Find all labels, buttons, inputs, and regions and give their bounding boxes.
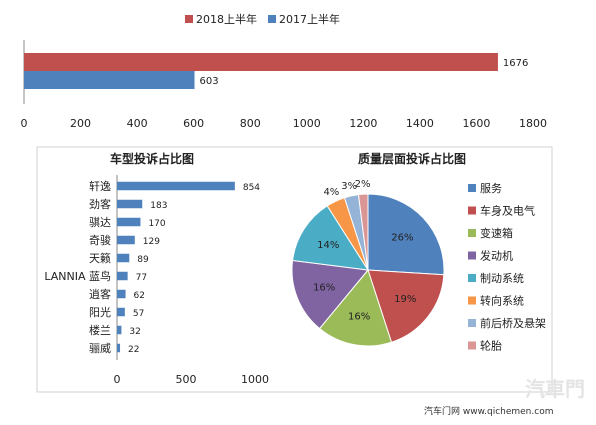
left-chart-title: 车型投诉占比图 [110,151,194,166]
left-x-tick-label: 0 [114,373,121,386]
top-x-tick-label: 400 [127,117,148,130]
top-x-tick-label: 200 [70,117,91,130]
legend-swatch-2018 [185,15,193,23]
watermark-logo: 汽車門 [525,377,585,401]
vehicle-value-label: 62 [134,291,145,301]
vehicle-value-label: 77 [136,273,147,283]
vehicle-category-label: 轩逸 [89,179,111,193]
vehicle-category-label: 骊威 [89,342,111,355]
vehicle-value-label: 22 [128,345,139,355]
vehicle-value-label: 32 [129,327,140,337]
pie-slice [367,193,445,276]
vehicle-bar [117,199,143,209]
top-x-tick-label: 0 [21,117,28,130]
vehicle-category-label: 天籁 [89,251,111,265]
vehicle-complaint-chart: 车型投诉占比图 轩逸 854 劲客 183 骐达 170 奇骏 129 天籁 89 LANNIA 蓝… [44,151,269,386]
pie-slice-label: 3% [341,181,357,192]
pie-legend-label: 车身及电气 [480,204,535,218]
pie-legend-label: 发动机 [480,249,513,263]
pie-slice [357,193,369,271]
pie-legend-swatch [468,251,476,260]
lower-panel-frame [36,146,553,393]
pie-slice [291,259,369,330]
vehicle-value-label: 129 [143,237,160,247]
vehicle-category-label: 劲客 [89,197,111,211]
vehicle-bar [117,325,122,335]
vehicle-value-label: 89 [137,255,149,265]
vehicle-value-label: 183 [150,201,167,211]
pie-legend-label: 制动系统 [480,272,524,285]
vehicle-bar [117,235,135,245]
vehicle-category-label: LANNIA 蓝鸟 [44,269,111,283]
top-x-tick-label: 1000 [293,117,321,130]
top-x-tick-label: 1800 [519,117,547,130]
pie-slice [292,205,369,271]
vehicle-bar [117,343,121,353]
pie-slice-label: 19% [394,294,416,305]
pie-slice-label: 14% [317,240,339,251]
top-x-tick-label: 1600 [462,117,490,130]
left-x-tick-label: 1000 [241,373,269,386]
top-comparison-chart: 1676 603 0 200 400 600 800 1000 1200 1400 1600 18… [21,40,547,130]
vehicle-bar [117,289,126,299]
bar-label-2017: 603 [200,76,219,87]
pie-slice [318,268,393,347]
top-chart-legend: 2018上半年 2017上半年 [185,12,340,26]
pie-slice-label: 16% [348,311,370,322]
bar-2017 [24,71,195,89]
vehicle-value-label: 57 [133,309,144,319]
vehicle-category-label: 骐达 [89,216,111,229]
pie-legend-swatch [468,274,476,282]
pie-legend-label: 服务 [480,182,502,195]
pie-legend-label: 转向系统 [480,294,524,308]
pie-legend-swatch [468,206,476,215]
pie-slice-label: 2% [355,179,371,190]
vehicle-value-label: 170 [148,219,165,229]
vehicle-bar [117,307,125,317]
vehicle-bar [117,271,128,281]
pie-legend-swatch [468,229,476,237]
top-x-tick-label: 800 [240,117,261,130]
pie-chart-title: 质量层面投诉占比图 [358,151,466,166]
pie-legend-swatch [468,296,476,305]
vehicle-bar [117,217,141,227]
left-x-tick-label: 500 [176,373,197,386]
legend-label-2018: 2018上半年 [196,12,257,26]
source-credit: 汽车门网 www.qichemen.com [424,405,553,417]
pie-legend-label: 前后桥及悬架 [480,316,546,330]
top-x-tick-label: 600 [183,117,204,130]
legend-label-2017: 2017上半年 [279,12,340,26]
pie-slice-label: 16% [313,282,335,293]
vehicle-bar [117,253,130,263]
vehicle-category-label: 奇骏 [89,233,111,247]
pie-legend-swatch [468,341,476,350]
vehicle-category-label: 逍客 [89,287,111,301]
pie-legend-label: 变速箱 [480,226,513,240]
vehicle-value-label: 854 [243,183,260,193]
pie-slice-label: 4% [323,187,339,198]
legend-swatch-2017 [268,15,276,23]
pie-slice-label: 26% [391,233,413,244]
pie-slice [367,269,445,343]
pie-legend-swatch [468,319,476,327]
pie-legend-label: 轮胎 [480,339,502,353]
vehicle-category-label: 楼兰 [89,323,111,337]
bar-label-2018: 1676 [503,58,528,69]
quality-complaint-pie-chart: 质量层面投诉占比图 26% 19% 16% 16% 14% 4%3%2% 服务车身及电气变… [291,151,546,353]
vehicle-category-label: 阳光 [89,305,111,319]
bar-2018 [24,53,498,71]
top-x-tick-label: 1400 [406,117,434,130]
top-x-tick-label: 1200 [349,117,377,130]
pie-legend-swatch [468,184,476,192]
vehicle-bar [117,181,235,191]
